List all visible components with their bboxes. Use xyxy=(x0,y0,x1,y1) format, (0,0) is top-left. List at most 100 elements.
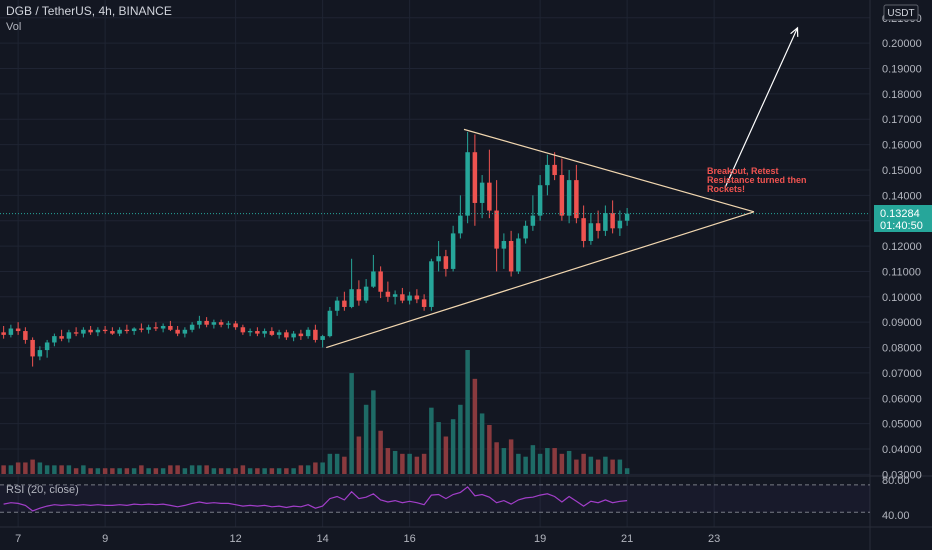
candles[interactable] xyxy=(0,131,870,367)
candle[interactable] xyxy=(160,323,166,333)
candle[interactable] xyxy=(247,328,253,337)
candle[interactable] xyxy=(204,317,209,328)
candle[interactable] xyxy=(262,328,267,338)
candle[interactable] xyxy=(458,195,463,239)
candle[interactable] xyxy=(617,210,623,236)
candle[interactable] xyxy=(8,324,14,338)
candle[interactable] xyxy=(95,327,101,337)
candle[interactable] xyxy=(182,327,188,338)
candle[interactable] xyxy=(37,346,43,361)
candle[interactable] xyxy=(117,327,122,337)
candle[interactable] xyxy=(472,134,478,226)
candle[interactable] xyxy=(233,320,238,330)
candle[interactable] xyxy=(581,205,586,248)
candle[interactable] xyxy=(494,180,499,272)
candle[interactable] xyxy=(407,291,412,305)
candle[interactable] xyxy=(624,208,630,226)
candle[interactable] xyxy=(429,258,434,311)
candle[interactable] xyxy=(73,327,79,337)
candle[interactable] xyxy=(124,324,130,334)
candle[interactable] xyxy=(255,327,260,337)
candle[interactable] xyxy=(146,324,151,334)
candle[interactable] xyxy=(44,339,50,358)
candle[interactable] xyxy=(363,279,369,304)
candle[interactable] xyxy=(131,327,137,335)
candle[interactable] xyxy=(523,220,528,244)
candle[interactable] xyxy=(450,225,456,272)
candle[interactable] xyxy=(566,169,572,224)
candle[interactable] xyxy=(226,320,231,329)
candle[interactable] xyxy=(52,333,57,347)
candle[interactable] xyxy=(276,329,282,339)
candle[interactable] xyxy=(240,324,246,335)
candle[interactable] xyxy=(349,258,354,309)
candle[interactable] xyxy=(175,325,180,337)
candle[interactable] xyxy=(168,320,173,332)
candle[interactable] xyxy=(313,324,318,343)
candle[interactable] xyxy=(501,233,507,269)
candle[interactable] xyxy=(30,337,35,367)
candle[interactable] xyxy=(371,254,376,288)
candle[interactable] xyxy=(436,241,441,272)
candle[interactable] xyxy=(465,131,470,224)
candle[interactable] xyxy=(305,327,311,339)
candle[interactable] xyxy=(102,325,108,334)
candle[interactable] xyxy=(610,200,615,234)
candle[interactable] xyxy=(88,325,93,335)
candle[interactable] xyxy=(552,152,557,181)
candle[interactable] xyxy=(378,266,383,299)
candle[interactable] xyxy=(298,329,304,340)
candle[interactable] xyxy=(153,322,159,332)
candle[interactable] xyxy=(392,290,398,305)
candle[interactable] xyxy=(516,233,521,274)
candle[interactable] xyxy=(595,210,601,239)
candle[interactable] xyxy=(559,158,565,221)
candle[interactable] xyxy=(400,287,405,304)
candle[interactable] xyxy=(385,281,391,302)
axes[interactable]: 0.210000.200000.190000.180000.170000.160… xyxy=(15,13,922,545)
candle[interactable] xyxy=(320,334,325,348)
candle[interactable] xyxy=(342,291,347,311)
candle[interactable] xyxy=(23,327,28,344)
candle[interactable] xyxy=(537,175,543,221)
candle[interactable] xyxy=(81,327,86,338)
symbol-title[interactable]: DGB / TetherUS, 4h, BINANCE xyxy=(6,4,172,18)
drawings[interactable] xyxy=(326,26,799,349)
candle[interactable] xyxy=(211,319,217,329)
candle[interactable] xyxy=(479,175,485,219)
rsi-pane[interactable] xyxy=(0,484,870,513)
candle[interactable] xyxy=(139,323,144,333)
candle[interactable] xyxy=(588,213,594,245)
candle[interactable] xyxy=(530,195,536,231)
candle[interactable] xyxy=(356,280,362,306)
candle[interactable] xyxy=(508,230,514,277)
volume-bar xyxy=(218,468,224,474)
resistance-line[interactable] xyxy=(463,128,755,213)
candle[interactable] xyxy=(1,325,6,339)
annotation-text[interactable]: Breakout, Retest Resistance turned then … xyxy=(707,166,807,194)
candle[interactable] xyxy=(197,315,202,329)
volume-bar xyxy=(566,450,572,474)
candle[interactable] xyxy=(59,329,64,342)
candle[interactable] xyxy=(487,149,492,219)
breakout-arrow[interactable] xyxy=(724,26,799,188)
candle[interactable] xyxy=(218,319,224,328)
candle[interactable] xyxy=(269,327,275,337)
candle[interactable] xyxy=(421,294,427,311)
candle[interactable] xyxy=(443,249,449,277)
candle[interactable] xyxy=(603,205,608,236)
candle[interactable] xyxy=(66,329,72,343)
currency-badge[interactable]: USDT xyxy=(883,4,919,21)
candle[interactable] xyxy=(334,296,340,316)
candle[interactable] xyxy=(284,329,289,340)
rsi-label[interactable]: RSI (20, close) xyxy=(6,484,79,496)
candle[interactable] xyxy=(291,331,296,342)
candle[interactable] xyxy=(15,322,21,335)
candle[interactable] xyxy=(189,322,195,333)
support-line[interactable] xyxy=(326,211,755,349)
candle[interactable] xyxy=(110,327,115,335)
candle[interactable] xyxy=(327,306,333,338)
candle[interactable] xyxy=(414,289,420,304)
candle[interactable] xyxy=(545,154,550,196)
